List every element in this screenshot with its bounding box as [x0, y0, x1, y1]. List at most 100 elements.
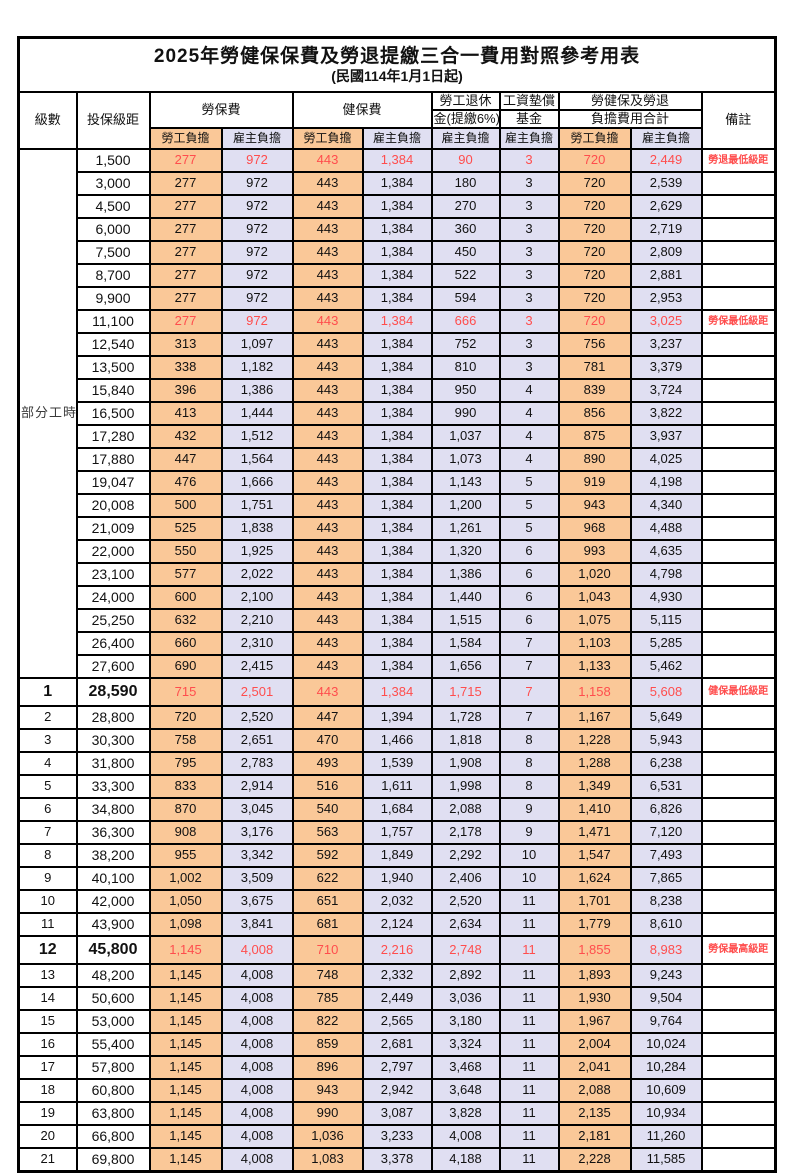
- remark-cell: [700, 866, 777, 891]
- remark-cell: [700, 447, 777, 472]
- value-cell: 1,564: [220, 447, 294, 472]
- value-cell: 1,167: [557, 705, 632, 730]
- value-cell: 1,384: [361, 401, 433, 426]
- value-cell: 1,384: [361, 562, 433, 587]
- value-cell: 1,925: [220, 539, 294, 564]
- value-cell: 681: [291, 912, 364, 937]
- table-row: 19 63,800 1,145 4,008 990 3,087 3,828 11 2,135 10…: [17, 1101, 777, 1126]
- header-wage-fund-line1: 工資墊償: [498, 91, 560, 111]
- value-cell: 4,008: [220, 1124, 294, 1149]
- value-cell: 9: [498, 820, 560, 845]
- remark-cell: [700, 1147, 777, 1173]
- value-cell: 10,024: [629, 1032, 703, 1057]
- bracket-cell: 3,000: [75, 171, 151, 196]
- value-cell: 443: [291, 493, 364, 518]
- value-cell: 3: [498, 263, 560, 288]
- table-row: 16,500 413 1,444 443 1,384 990 4 856 3,822: [19, 401, 777, 426]
- remark-cell: [700, 774, 777, 799]
- value-cell: 443: [291, 608, 364, 633]
- value-cell: 1,547: [557, 843, 632, 868]
- value-cell: 2,041: [557, 1055, 632, 1080]
- value-cell: 1,145: [148, 1009, 223, 1034]
- value-cell: 443: [291, 654, 364, 679]
- value-cell: 443: [291, 516, 364, 541]
- bracket-cell: 50,600: [75, 986, 151, 1011]
- subheader-total-employee: 勞工負擔: [557, 127, 632, 150]
- remark-cell: 勞退最低級距: [700, 148, 777, 173]
- header-total-line1: 勞健保及勞退: [557, 91, 703, 111]
- value-cell: 2,449: [629, 148, 703, 173]
- remark-cell: [700, 797, 777, 822]
- value-cell: 2,539: [629, 171, 703, 196]
- value-cell: 4,008: [220, 1078, 294, 1103]
- value-cell: 10: [498, 866, 560, 891]
- value-cell: 4,008: [220, 1147, 294, 1173]
- value-cell: 781: [557, 355, 632, 380]
- value-cell: 1,384: [361, 677, 433, 707]
- value-cell: 2,892: [430, 963, 501, 988]
- remark-cell: [700, 401, 777, 426]
- value-cell: 1,779: [557, 912, 632, 937]
- value-cell: 11: [498, 1032, 560, 1057]
- table-row: 1 28,590 715 2,501 443 1,384 1,715 7 1,158 5,608 健…: [17, 677, 777, 707]
- value-cell: 720: [557, 263, 632, 288]
- value-cell: 720: [557, 148, 632, 173]
- bracket-cell: 12,540: [75, 332, 151, 357]
- value-cell: 1,384: [361, 516, 433, 541]
- value-cell: 5,608: [629, 677, 703, 707]
- value-cell: 277: [148, 240, 223, 265]
- value-cell: 4,188: [430, 1147, 501, 1173]
- value-cell: 756: [557, 332, 632, 357]
- value-cell: 1,182: [220, 355, 294, 380]
- value-cell: 3,036: [430, 986, 501, 1011]
- value-cell: 1,145: [148, 1078, 223, 1103]
- value-cell: 4: [498, 447, 560, 472]
- reference-table-sheet: 2025年勞健保保費及勞退提繳三合一費用對照參考用表 (民國114年1月1日起)…: [17, 36, 778, 1173]
- header-health-insurance: 健保費: [291, 91, 433, 129]
- value-cell: 1,386: [220, 378, 294, 403]
- value-cell: 1,384: [361, 171, 433, 196]
- value-cell: 875: [557, 424, 632, 449]
- value-cell: 443: [291, 447, 364, 472]
- bracket-cell: 30,300: [75, 728, 151, 753]
- value-cell: 413: [148, 401, 223, 426]
- level-cell: 6: [17, 797, 78, 822]
- value-cell: 7: [498, 654, 560, 679]
- remark-cell: 勞保最高級距: [700, 935, 777, 965]
- value-cell: 443: [291, 677, 364, 707]
- level-cell: 14: [17, 986, 78, 1011]
- table-row: 15,840 396 1,386 443 1,384 950 4 839 3,724: [19, 378, 777, 403]
- remark-cell: [700, 424, 777, 449]
- value-cell: 577: [148, 562, 223, 587]
- value-cell: 2,332: [361, 963, 433, 988]
- value-cell: 522: [430, 263, 501, 288]
- remark-cell: [700, 751, 777, 776]
- value-cell: 1,757: [361, 820, 433, 845]
- value-cell: 3: [498, 194, 560, 219]
- value-cell: 990: [430, 401, 501, 426]
- value-cell: 396: [148, 378, 223, 403]
- value-cell: 500: [148, 493, 223, 518]
- value-cell: 839: [557, 378, 632, 403]
- value-cell: 1,384: [361, 332, 433, 357]
- value-cell: 10: [498, 843, 560, 868]
- value-cell: 870: [148, 797, 223, 822]
- level-cell: 7: [17, 820, 78, 845]
- value-cell: 1,384: [361, 217, 433, 242]
- subheader-pension-employer: 雇主負擔: [430, 127, 501, 150]
- value-cell: 3: [498, 355, 560, 380]
- value-cell: 443: [291, 378, 364, 403]
- value-cell: 540: [291, 797, 364, 822]
- value-cell: 1,200: [430, 493, 501, 518]
- value-cell: 2,292: [430, 843, 501, 868]
- bracket-cell: 42,000: [75, 889, 151, 914]
- table-row: 15 53,000 1,145 4,008 822 2,565 3,180 11 1,967 9,…: [17, 1009, 777, 1034]
- value-cell: 8,238: [629, 889, 703, 914]
- value-cell: 493: [291, 751, 364, 776]
- table-row: 22,000 550 1,925 443 1,384 1,320 6 993 4,635: [19, 539, 777, 564]
- value-cell: 4,340: [629, 493, 703, 518]
- value-cell: 1,145: [148, 1032, 223, 1057]
- value-cell: 180: [430, 171, 501, 196]
- table-row: 9,900 277 972 443 1,384 594 3 720 2,953: [19, 286, 777, 311]
- table-row: 3 30,300 758 2,651 470 1,466 1,818 8 1,228 5,943: [17, 728, 777, 753]
